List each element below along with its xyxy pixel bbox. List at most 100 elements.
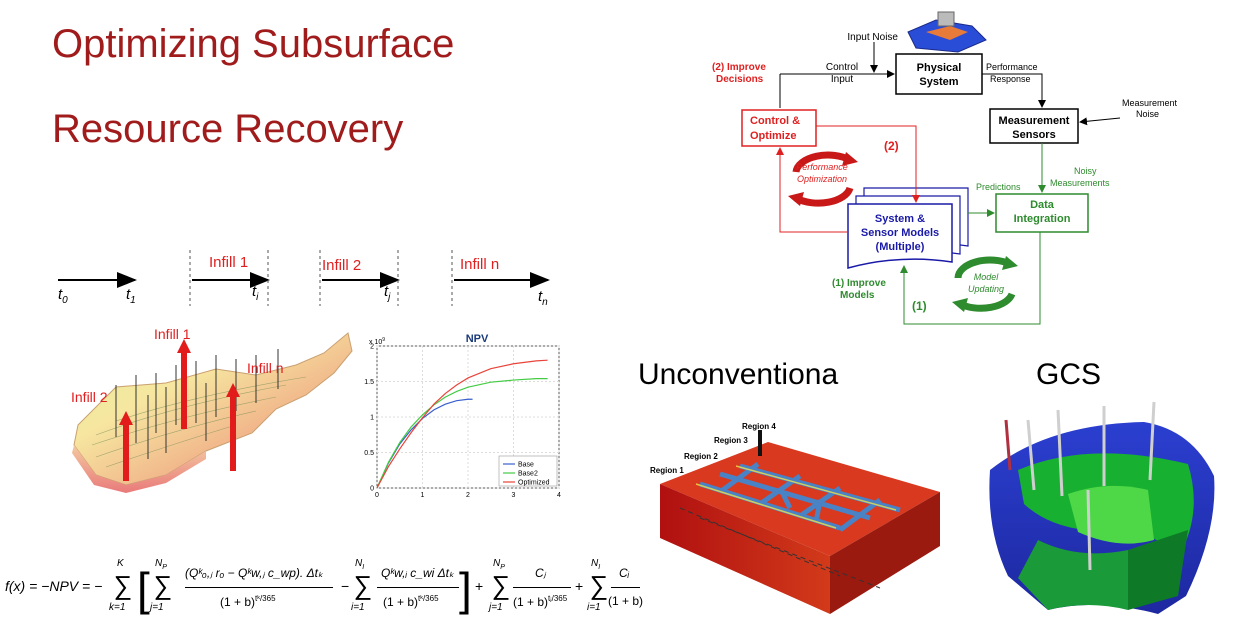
performance-optimization-label-2: Optimization: [797, 174, 847, 184]
physical-system-label-1: Physical: [917, 62, 962, 74]
term2-fraction-bar: [377, 587, 459, 588]
term1-numerator: (Qᵏₒ,ⱼ rₒ − Qᵏw,ⱼ c_wp). Δtₖ: [185, 566, 324, 580]
timeline-t0: t0: [58, 286, 68, 306]
y-tick-label: 2: [370, 344, 374, 351]
measurement-noise-label-1: Measurement: [1122, 98, 1178, 108]
formula-plus-2: +: [575, 578, 584, 594]
performance-optimization-label-1: Performance: [796, 162, 848, 172]
x-tick-label: 3: [512, 492, 516, 499]
formula-lhs: f(x) = −NPV = −: [5, 578, 103, 594]
model-updating-label-2: Updating: [968, 284, 1004, 294]
sum-i2-bot: i=1: [587, 602, 601, 613]
series-line-base2: [376, 378, 548, 489]
unconventional-reservoir-image: Region 1 Region 2 Region 3 Region 4: [650, 422, 940, 614]
sum-j-symbol: ∑: [153, 570, 172, 600]
sum-k-top: K: [117, 558, 124, 569]
formula-plus-1: +: [475, 578, 484, 594]
term3-fraction-bar: [513, 587, 571, 588]
closed-loop-diagram: Input Noise Physical System Control Inpu…: [712, 11, 1178, 325]
term1-denominator: (1 + b)tᵏ/365: [220, 594, 276, 609]
x-tick-label: 2: [466, 492, 470, 499]
sum-j2-top: NP: [493, 558, 505, 571]
chart-legend: [498, 455, 558, 487]
physical-system-label-2: System: [919, 76, 958, 88]
term2-denominator: (1 + b)tᵏ/365: [383, 594, 439, 609]
timeline-t1: t1: [126, 286, 136, 306]
system-models-label-1: System &: [875, 213, 925, 225]
formula-minus: −: [341, 578, 350, 594]
sum-i-symbol: ∑: [353, 570, 372, 600]
x-tick-label: 1: [421, 492, 425, 499]
y-tick-label: 0.5: [364, 450, 374, 457]
region-4-label: Region 4: [742, 422, 776, 431]
unconventional-heading: Unconventiona: [638, 358, 839, 391]
performance-response-label-2: Response: [990, 74, 1031, 84]
npv-formula: f(x) = −NPV = − K ∑ k=1 [ NP ∑ j=1 (Qᵏₒ,…: [5, 556, 644, 618]
term4-numerator: Cᵢ: [619, 566, 630, 580]
gcs-heading: GCS: [1036, 358, 1102, 391]
data-integration-label-2: Integration: [1014, 213, 1071, 225]
measurement-sensors-label-2: Sensors: [1012, 129, 1055, 141]
control-optimize-box: [741, 109, 817, 147]
measurement-sensors-box: [989, 108, 1079, 144]
system-models-label-2: Sensor Models: [861, 227, 939, 239]
noisy-measurements-label-1: Noisy: [1074, 166, 1097, 176]
performance-response-label-1: Performance: [986, 62, 1038, 72]
gcs-plume-image: [989, 401, 1215, 614]
sum-i-top: NI: [355, 558, 365, 571]
performance-optimization-cycle-icon: [788, 151, 858, 207]
data-integration-label-1: Data: [1030, 199, 1055, 211]
physical-system-box: [895, 53, 983, 95]
sum-i-bot: i=1: [351, 602, 365, 613]
reservoir-model-image: [72, 332, 353, 493]
bracket-right: ]: [459, 563, 472, 615]
timeline-infill-1: Infill 1: [209, 254, 249, 271]
sum-j-top: NP: [155, 558, 167, 571]
term4-fraction-bar: [611, 587, 640, 588]
infill-timeline: [58, 250, 550, 306]
legend-entry: Optimized: [518, 480, 550, 487]
legend-entry: Base2: [518, 471, 538, 478]
loop-2-label: (2): [884, 139, 899, 153]
control-input-label-2: Input: [831, 74, 853, 85]
term3-numerator: Cⱼ: [535, 566, 546, 580]
data-integration-box: [995, 193, 1089, 233]
platform-icon: [907, 11, 987, 53]
sum-i2-top: NI: [591, 558, 601, 571]
region-1-label: Region 1: [650, 466, 684, 475]
y-exponent-label: x 109: [369, 337, 385, 346]
reservoir-infill-1: Infill 1: [154, 326, 191, 342]
npv-chart: NPV x 109 0 1 2 3 4 0 0.5 1 1.5 2 Base Base2 Optimi…: [364, 333, 561, 499]
timeline-tn: tn: [538, 288, 548, 308]
term3-denominator: (1 + b)tⱼ/365: [513, 594, 568, 609]
sum-j-bot: j=1: [150, 602, 164, 613]
y-tick-label: 1: [370, 415, 374, 422]
region-3-label: Region 3: [714, 436, 748, 445]
model-updating-cycle-icon: [952, 256, 1018, 312]
term4-denominator: (1 + b): [608, 594, 644, 608]
system-models-label-3: (Multiple): [876, 241, 925, 253]
control-input-label-1: Control: [826, 62, 858, 73]
reservoir-infill-2: Infill 2: [71, 389, 108, 405]
input-noise-label: Input Noise: [847, 32, 898, 43]
sum-i2-symbol: ∑: [589, 570, 608, 600]
control-optimize-label-2: Optimize: [750, 130, 796, 142]
noisy-measurements-label-2: Measurements: [1050, 178, 1110, 188]
improve-models-label-1: (1) Improve: [832, 278, 886, 289]
page-title-line2: Resource Recovery: [52, 107, 404, 151]
improve-decisions-label-2: Decisions: [716, 74, 764, 85]
loop-1-label: (1): [912, 299, 927, 313]
page-title-line1: Optimizing Subsurface: [52, 22, 455, 66]
timeline-infill-2: Infill 2: [322, 257, 362, 274]
system-sensor-models-box: [847, 187, 969, 269]
series-line-optimized: [376, 359, 548, 489]
x-tick-label: 0: [375, 492, 379, 499]
region-2-label: Region 2: [684, 452, 718, 461]
term1-fraction-bar: [185, 587, 333, 588]
sum-j2-bot: j=1: [489, 602, 503, 613]
control-optimize-label-1: Control &: [750, 115, 800, 127]
measurement-sensors-label-1: Measurement: [999, 115, 1070, 127]
bracket-left: [: [137, 563, 150, 615]
measurement-noise-label-2: Noise: [1136, 109, 1159, 119]
y-tick-label: 1.5: [364, 379, 374, 386]
